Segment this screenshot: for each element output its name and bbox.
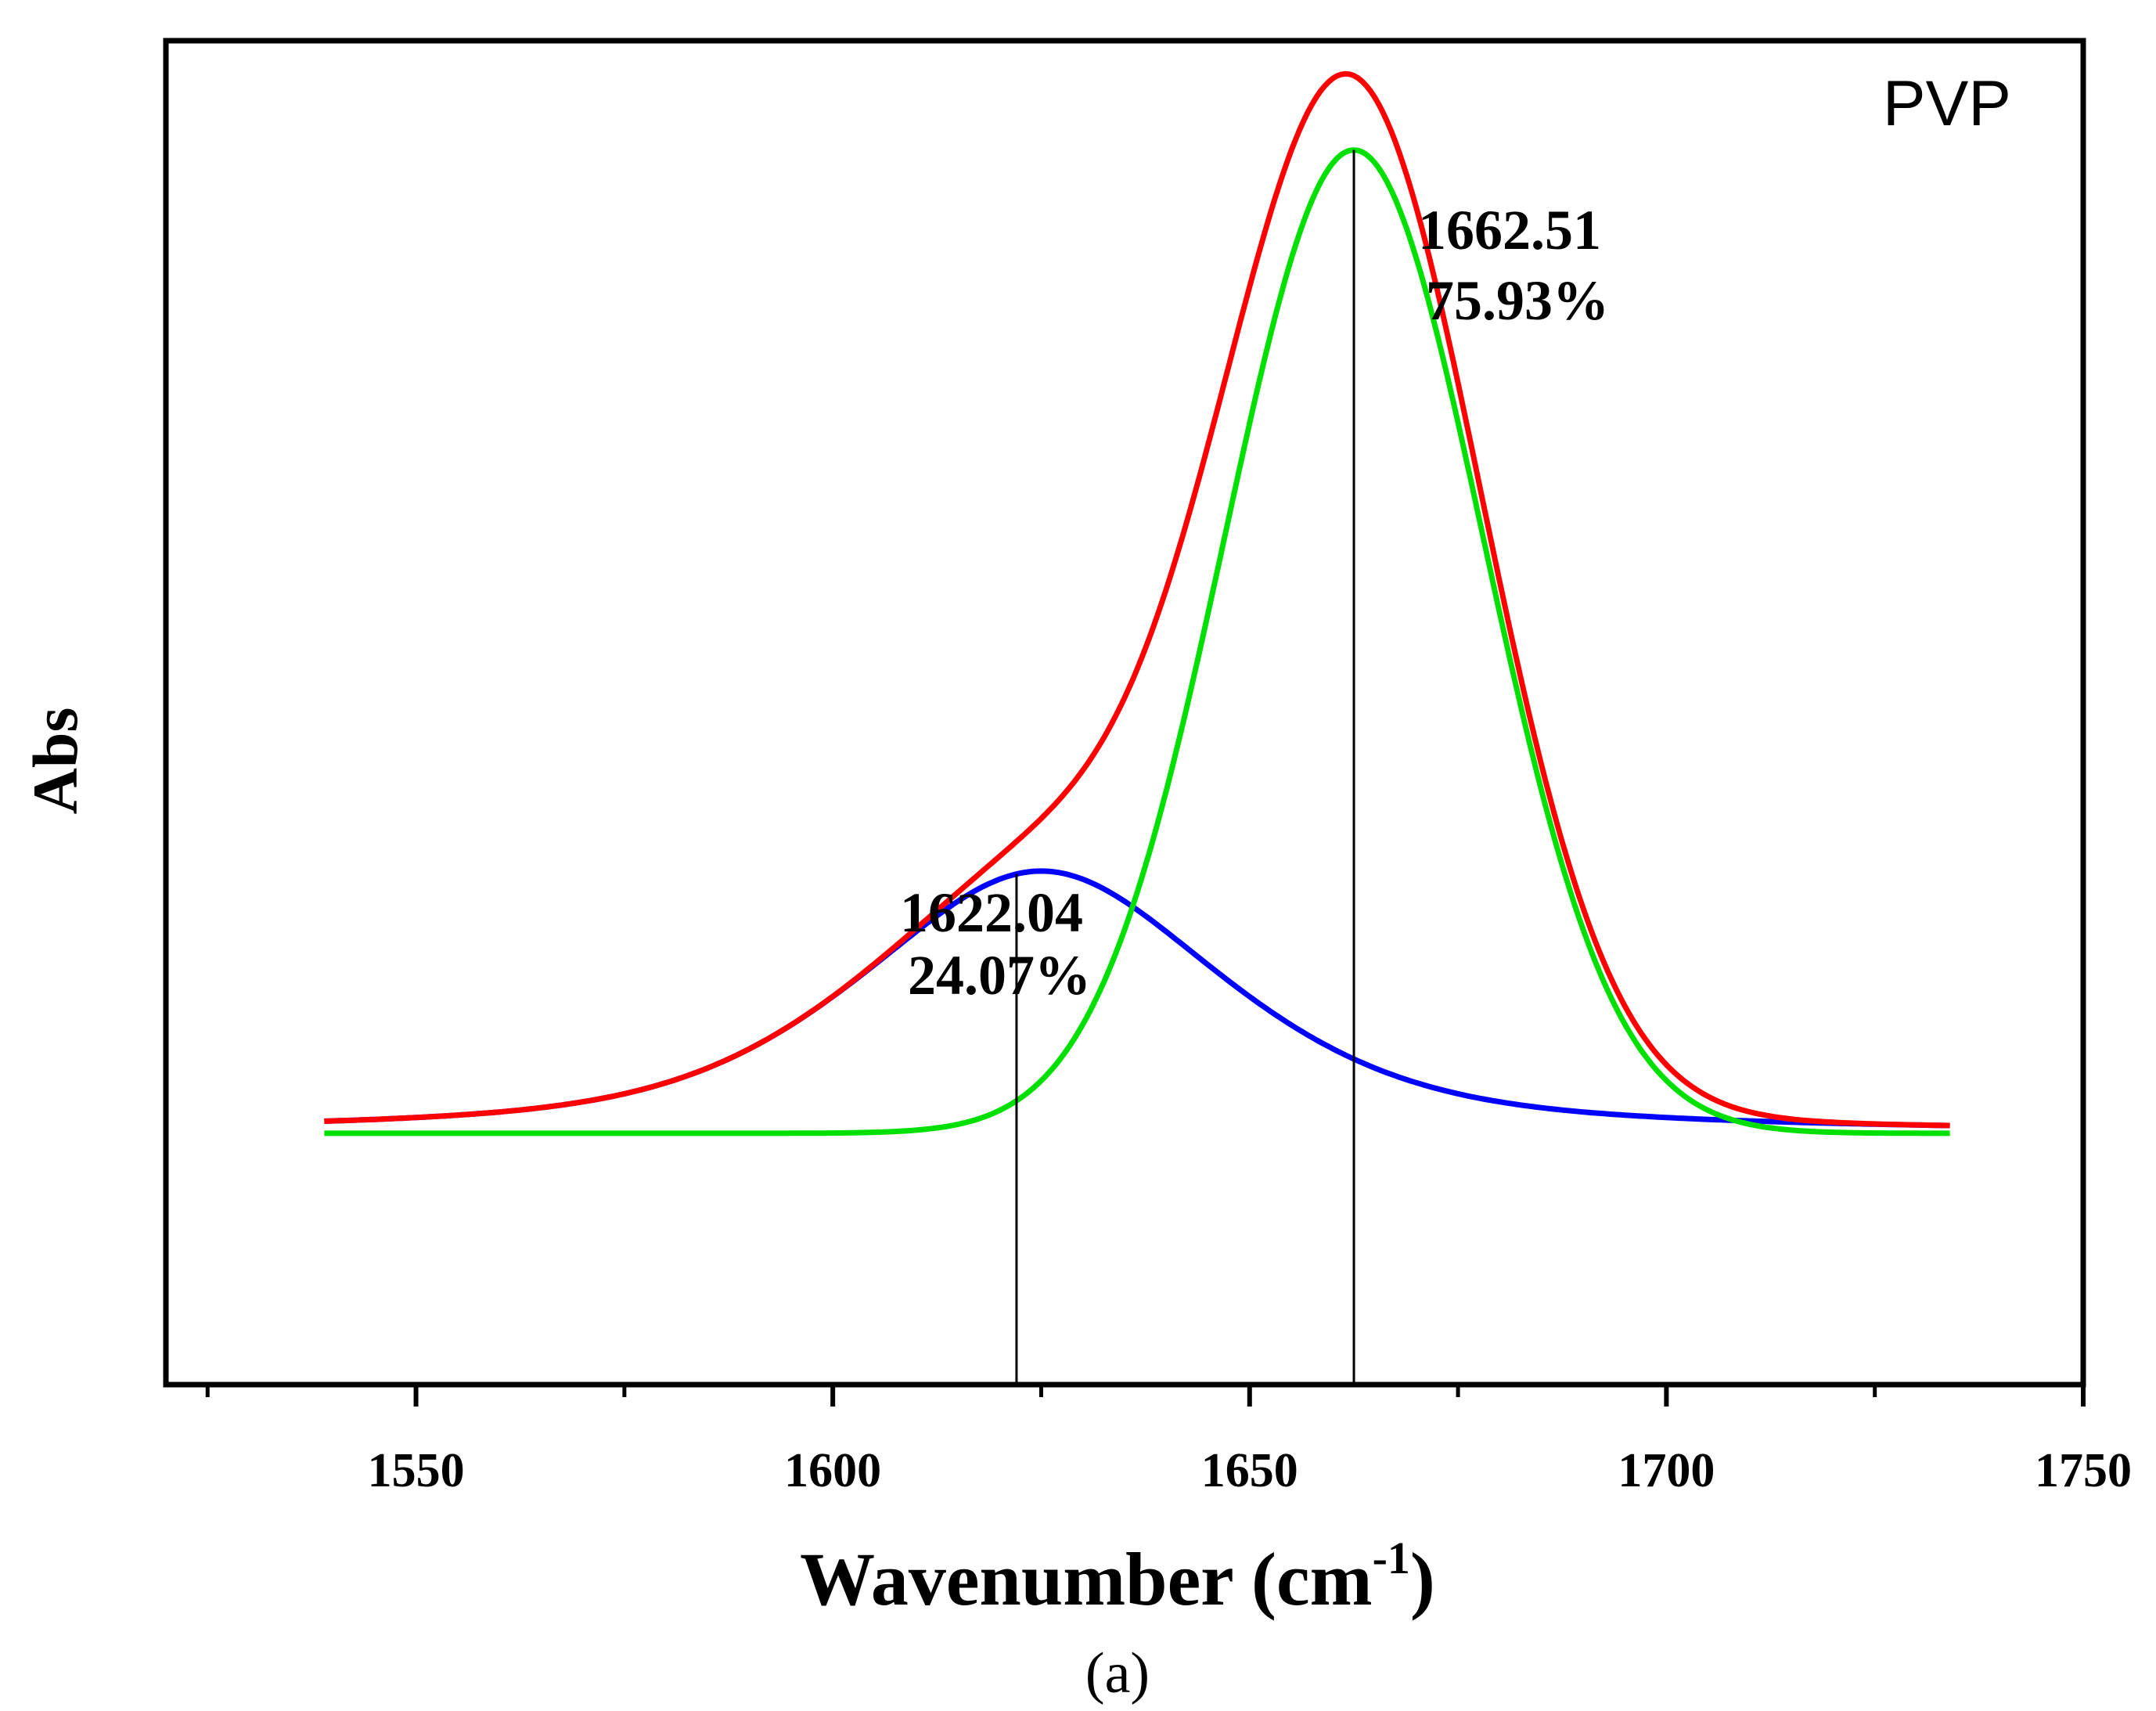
x-axis-ticks (205, 1385, 2086, 1407)
x-tick-label-1650: 1650 (1201, 1444, 1298, 1497)
x-tick-label-1750: 1750 (2035, 1444, 2132, 1497)
x-tick-label-1600: 1600 (784, 1444, 881, 1497)
x-tick-label-1550: 1550 (368, 1444, 465, 1497)
figure-caption: (a) (1085, 1641, 1150, 1706)
series-cumulative-fit (324, 70, 1950, 1129)
x-axis-label-sup: -1 (1373, 1533, 1410, 1583)
plot-frame (163, 38, 2086, 1388)
x-axis-label: Wavenumber (cm-1) (800, 1533, 1435, 1621)
x-tick-label-1700: 1700 (1618, 1444, 1715, 1497)
series-peak-1662 (324, 147, 1950, 1136)
x-axis-tick-labels: 1550 1600 1650 1700 1750 (368, 1444, 2132, 1497)
x-axis-label-close: ) (1410, 1537, 1435, 1621)
series-peak-1622 (324, 868, 1950, 1129)
peak-position-label-1622.04: 1622.04 (900, 881, 1083, 944)
x-axis-label-main: Wavenumber (cm (800, 1537, 1372, 1621)
series-curves (324, 70, 1950, 1136)
y-axis-label: Abs (20, 708, 91, 815)
panel-title: PVP (1883, 68, 2011, 139)
peak-position-label-1662.51: 1662.51 (1418, 199, 1601, 261)
peak-percent-label-1622.04: 24.07% (908, 944, 1091, 1007)
peak-percent-label-1662.51: 75.93% (1426, 269, 1609, 332)
